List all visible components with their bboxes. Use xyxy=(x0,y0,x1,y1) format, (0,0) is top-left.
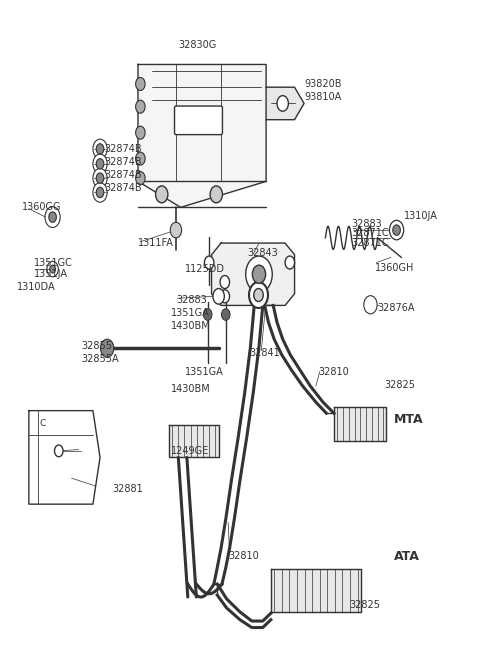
Circle shape xyxy=(96,173,104,183)
Text: 32810: 32810 xyxy=(318,367,349,377)
Circle shape xyxy=(285,256,295,269)
Text: 32876A: 32876A xyxy=(378,303,415,313)
Polygon shape xyxy=(271,569,361,612)
Text: 93810A: 93810A xyxy=(304,92,341,102)
Text: 1310JA: 1310JA xyxy=(404,211,438,221)
Text: 32874B: 32874B xyxy=(105,170,143,180)
Circle shape xyxy=(254,289,263,301)
Circle shape xyxy=(136,77,145,90)
Circle shape xyxy=(249,282,268,308)
Text: 32841: 32841 xyxy=(250,348,280,358)
Text: 1351GC: 1351GC xyxy=(34,257,72,267)
Circle shape xyxy=(220,290,229,303)
Polygon shape xyxy=(29,411,100,504)
Text: 32881: 32881 xyxy=(112,483,143,494)
Text: 32874B: 32874B xyxy=(105,183,143,193)
Circle shape xyxy=(96,143,104,154)
Polygon shape xyxy=(212,243,295,305)
Circle shape xyxy=(204,309,212,320)
Circle shape xyxy=(96,187,104,198)
Text: 1351GA: 1351GA xyxy=(171,309,210,318)
Text: 32810: 32810 xyxy=(228,551,259,561)
Circle shape xyxy=(204,256,214,269)
Text: 32883: 32883 xyxy=(351,219,382,229)
Polygon shape xyxy=(138,64,266,208)
Text: 32843: 32843 xyxy=(247,248,278,258)
Circle shape xyxy=(55,445,63,457)
Circle shape xyxy=(136,100,145,113)
Circle shape xyxy=(45,207,60,227)
Circle shape xyxy=(93,183,107,202)
Text: 32830G: 32830G xyxy=(179,40,216,50)
Circle shape xyxy=(210,186,222,203)
Circle shape xyxy=(96,159,104,169)
Text: ATA: ATA xyxy=(394,550,420,563)
Text: 1351JA: 1351JA xyxy=(34,269,68,279)
Text: 32883: 32883 xyxy=(176,295,207,305)
Circle shape xyxy=(47,261,58,277)
Circle shape xyxy=(93,154,107,174)
Polygon shape xyxy=(334,407,386,441)
Text: 1430BM: 1430BM xyxy=(171,321,211,331)
Text: 32855: 32855 xyxy=(81,341,112,350)
Circle shape xyxy=(220,276,229,289)
Circle shape xyxy=(393,225,400,235)
Text: 1430BM: 1430BM xyxy=(171,384,211,394)
Circle shape xyxy=(364,295,377,314)
Circle shape xyxy=(136,126,145,139)
Circle shape xyxy=(389,220,404,240)
Circle shape xyxy=(100,339,114,358)
Text: 32855A: 32855A xyxy=(81,354,119,364)
Circle shape xyxy=(93,139,107,159)
Text: 32874B: 32874B xyxy=(105,144,143,154)
Text: 32874B: 32874B xyxy=(105,157,143,167)
Text: 1360GG: 1360GG xyxy=(22,202,61,212)
Text: 1249GE: 1249GE xyxy=(171,446,209,456)
Circle shape xyxy=(49,212,56,222)
Circle shape xyxy=(93,168,107,188)
Text: MTA: MTA xyxy=(394,413,424,426)
Circle shape xyxy=(221,309,230,320)
Polygon shape xyxy=(266,87,304,120)
Text: 32871C: 32871C xyxy=(351,238,389,248)
Circle shape xyxy=(213,289,224,304)
Text: 93820B: 93820B xyxy=(304,79,342,89)
Circle shape xyxy=(156,186,168,203)
Text: 32825: 32825 xyxy=(349,601,380,610)
Text: 1311FA: 1311FA xyxy=(138,238,174,248)
Text: C: C xyxy=(39,419,45,428)
Circle shape xyxy=(170,222,181,238)
Circle shape xyxy=(136,172,145,185)
Circle shape xyxy=(50,265,56,273)
Text: 1360GH: 1360GH xyxy=(375,263,415,272)
Text: 1125DD: 1125DD xyxy=(185,264,226,274)
Circle shape xyxy=(136,152,145,165)
Circle shape xyxy=(277,96,288,111)
Text: 32825: 32825 xyxy=(384,380,416,390)
Text: 1351GA: 1351GA xyxy=(185,367,224,377)
Circle shape xyxy=(252,265,265,284)
Text: 1310DA: 1310DA xyxy=(17,282,56,292)
Text: 32871C: 32871C xyxy=(351,229,389,238)
Circle shape xyxy=(246,256,272,292)
Polygon shape xyxy=(169,425,219,457)
FancyBboxPatch shape xyxy=(175,106,222,135)
